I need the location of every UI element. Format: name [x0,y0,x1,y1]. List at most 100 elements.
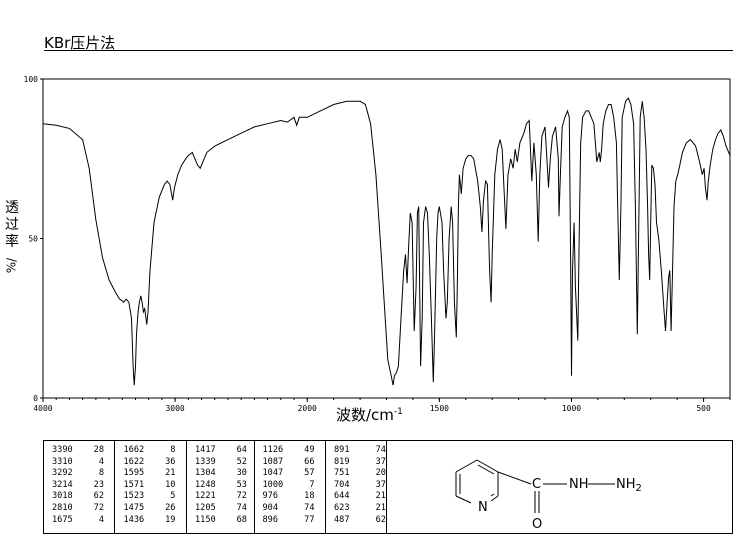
peak-wavenumber: 3018 [52,491,73,502]
peak-column: 1662 8 1622 36 1595 21 1571 10 1523 5 1475 26 1436 19 [115,441,187,533]
peak-wavenumber: 487 [333,514,350,525]
peak-row: 891 74 [334,445,386,457]
peak-wavenumber: 2810 [52,502,73,513]
peak-transmittance: 5 [170,491,176,502]
carbonyl-oxygen: O [532,517,542,532]
peak-row: 1595 21 [123,468,185,480]
peak-wavenumber: 1417 [194,445,216,455]
peak-transmittance: 26 [165,502,176,513]
spectrum-line [42,97,731,386]
peak-transmittance: 18 [304,491,315,502]
peak-column: 1417 64 1339 52 1304 30 1248 53 1221 72 1205 74 1150… [187,441,255,533]
peak-transmittance: 53 [236,479,247,490]
peak-transmittance: 4 [98,514,104,525]
method-title: KBr压片法 [44,34,116,52]
peak-wavenumber: 1304 [194,468,216,479]
peak-row: 1475 26 [123,503,185,515]
peak-row: 1000 7 [263,480,325,492]
peak-wavenumber: 1150 [194,514,216,525]
peak-row: 751 20 [334,468,386,480]
peak-transmittance: 37 [375,456,386,467]
peak-row: 1662 8 [123,445,185,457]
peak-transmittance: 68 [236,514,247,525]
peak-transmittance: 10 [165,479,176,490]
peak-wavenumber: 3214 [52,479,73,490]
peak-wavenumber: 3292 [52,468,73,479]
peak-wavenumber: 1087 [262,456,284,467]
peak-row: 3214 23 [52,480,114,492]
peak-column: 3390 28 3310 4 3292 8 3214 23 3018 62 2810 72 1675 4 [44,441,116,533]
peak-row: 1523 5 [123,491,185,503]
peak-transmittance: 66 [304,456,315,467]
peak-row: 1047 57 [263,468,325,480]
peak-transmittance: 62 [375,514,386,525]
peak-transmittance: 72 [93,502,104,513]
peak-row: 976 18 [263,491,325,503]
peak-row: 3018 62 [52,491,114,503]
peak-row: 3310 4 [52,457,114,469]
peak-wavenumber: 3310 [52,456,73,467]
peak-transmittance: 62 [93,491,104,502]
peak-wavenumber: 3390 [52,445,73,455]
peak-transmittance: 23 [93,479,104,490]
x-label-sup: -1 [393,407,403,417]
peak-wavenumber: 1571 [123,479,145,490]
peak-row: 3292 8 [52,468,114,480]
peak-transmittance: 74 [236,502,247,513]
peak-row: 1304 30 [195,468,254,480]
peak-row: 904 74 [263,503,325,515]
peak-wavenumber: 1475 [123,502,145,513]
peak-transmittance: 57 [304,468,315,479]
peak-row: 819 37 [334,457,386,469]
peak-transmittance: 8 [98,468,104,479]
peak-wavenumber: 1436 [123,514,145,525]
ir-spectrum-chart: 4000 3000 2000 1500 1000 500 0 50 100 [24,75,731,413]
peak-row: 1150 68 [195,515,254,527]
peak-row: 487 62 [334,515,386,527]
x-tick-label: 500 [696,404,711,413]
peak-transmittance: 64 [236,445,247,455]
peak-row: 704 37 [334,480,386,492]
peak-wavenumber: 1047 [262,468,284,479]
peak-transmittance: 4 [98,456,104,467]
y-label-char-3: 率 [5,234,19,250]
picolinohydrazide-structure: N C O NH NH2 [455,459,642,532]
x-axis-label: 波数/cm-1 [336,404,403,425]
peak-row: 896 77 [263,515,325,527]
y-tick-label: 50 [28,235,38,244]
peak-wavenumber: 1248 [194,479,216,490]
peak-wavenumber: 1523 [123,491,145,502]
peak-row: 1221 72 [195,491,254,503]
peak-wavenumber: 1675 [52,514,73,525]
peak-transmittance: 72 [236,491,247,502]
peak-wavenumber: 644 [333,491,350,502]
peak-transmittance: 30 [236,468,247,479]
y-label-unit: %/ [4,257,19,274]
peak-row: 1248 53 [195,480,254,492]
peak-transmittance: 21 [375,502,386,513]
peak-transmittance: 21 [165,468,176,479]
peak-transmittance: 7 [309,479,315,490]
peak-wavenumber: 1595 [123,468,145,479]
y-tick-label: 0 [33,394,38,403]
peak-transmittance: 21 [375,491,386,502]
peak-transmittance: 8 [170,445,176,455]
carbonyl-carbon: C [532,477,541,492]
peak-row: 1571 10 [123,480,185,492]
peak-row: 1087 66 [263,457,325,469]
peak-transmittance: 19 [165,514,176,525]
peak-row: 1417 64 [195,445,254,457]
peak-transmittance: 49 [304,445,315,455]
x-tick-label: 3000 [165,404,184,413]
y-axis-ticks: 0 50 100 [24,75,43,403]
peak-transmittance: 36 [165,456,176,467]
peak-transmittance: 37 [375,479,386,490]
peak-column: 891 74 819 37 751 20 704 37 644 21 623 21 487 62 [326,441,386,533]
peak-row: 1622 36 [123,457,185,469]
peak-wavenumber: 904 [262,502,279,513]
nh-group: NH [569,477,589,492]
structure-box: N C O NH NH2 [387,440,733,534]
y-label-char-1: 透 [5,200,19,216]
peak-column: 1126 49 1087 66 1047 57 1000 7 976 18 904 74 896 77 [255,441,326,533]
peak-wavenumber: 1622 [123,456,145,467]
